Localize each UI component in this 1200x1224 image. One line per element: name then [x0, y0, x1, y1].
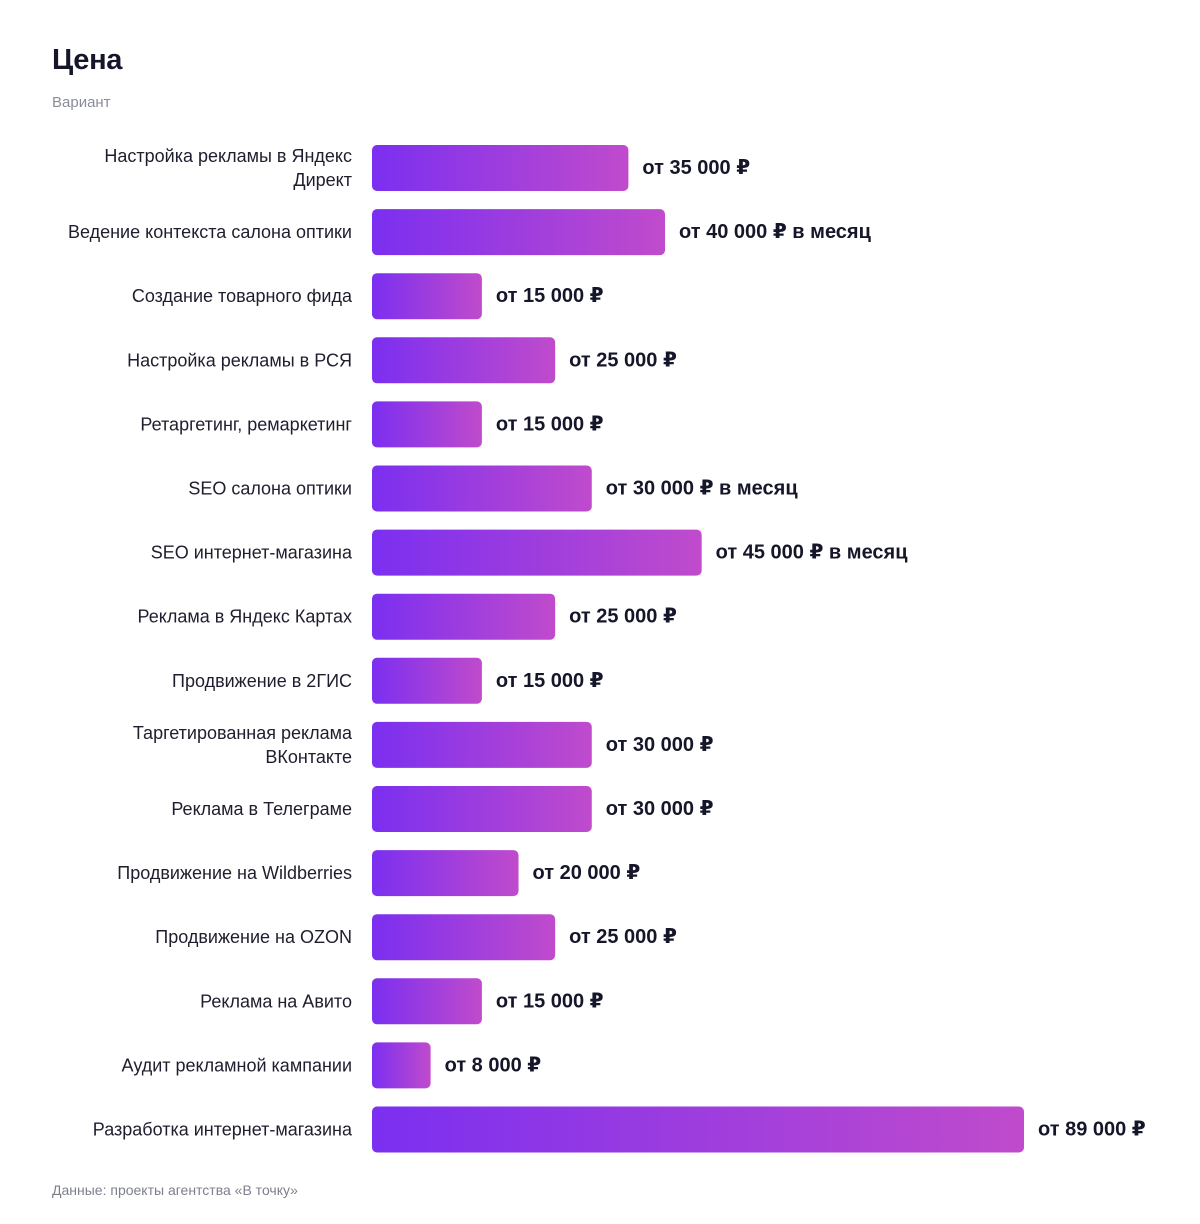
value-label: от 89 000 ₽: [1038, 1119, 1146, 1141]
category-label: Настройка рекламы в РСЯ: [127, 350, 352, 370]
value-label: от 25 000 ₽: [569, 606, 677, 628]
bar: [372, 786, 592, 832]
value-label: от 45 000 ₽ в месяц: [716, 542, 909, 564]
bar: [372, 465, 592, 512]
bar: [372, 978, 482, 1025]
bar: [372, 337, 556, 384]
bar: [372, 1042, 431, 1089]
category-label: Реклама в Яндекс Картах: [138, 607, 352, 627]
category-label: SEO салона оптики: [188, 479, 352, 499]
chart-title: Цена: [52, 44, 123, 76]
bars-group: Настройка рекламы в Яндекс Директ от 35 00…: [68, 145, 1146, 1153]
bar: [372, 850, 519, 897]
category-label: Ведение контекста салона оптики: [68, 222, 352, 242]
value-label: от 40 000 ₽ в месяц: [679, 221, 872, 243]
category-label: Продвижение на OZON: [155, 927, 352, 947]
chart-subtitle: Вариант: [52, 94, 111, 111]
value-label: от 15 000 ₽: [496, 990, 604, 1012]
category-label: Реклама в Телеграме: [171, 799, 352, 819]
value-label: от 15 000 ₽: [496, 285, 604, 307]
value-label: от 25 000 ₽: [569, 349, 677, 371]
category-label: Продвижение на Wildberries: [117, 863, 352, 883]
value-label: от 30 000 ₽: [606, 798, 714, 820]
bar: [372, 401, 482, 448]
category-label: Реклама на Авито: [200, 991, 352, 1011]
value-label: от 30 000 ₽: [606, 734, 714, 756]
value-label: от 8 000 ₽: [445, 1054, 542, 1076]
bar: [372, 914, 556, 961]
value-label: от 15 000 ₽: [496, 670, 604, 692]
bar: [372, 593, 556, 640]
bar: [372, 209, 666, 256]
category-label: Аудит рекламной кампании: [122, 1055, 352, 1075]
value-label: от 20 000 ₽: [533, 862, 641, 884]
bar: [372, 145, 629, 191]
bar: [372, 1106, 1024, 1153]
category-label: Создание товарного фида: [132, 286, 353, 306]
category-label: SEO интернет-магазина: [151, 543, 353, 563]
value-label: от 30 000 ₽ в месяц: [606, 478, 799, 500]
value-label: от 35 000 ₽: [642, 157, 750, 179]
bar: [372, 721, 592, 768]
value-label: от 15 000 ₽: [496, 413, 604, 435]
category-label: Настройка рекламы в Яндекс Директ: [104, 146, 352, 190]
category-label: Таргетированная реклама ВКонтакте: [133, 723, 353, 767]
data-source-note: Данные: проекты агентства «В точку»: [52, 1182, 298, 1198]
category-label: Продвижение в 2ГИС: [172, 671, 352, 691]
bar: [372, 529, 702, 576]
category-label: Разработка интернет-магазина: [93, 1120, 353, 1140]
category-label: Ретаргетинг, ремаркетинг: [140, 414, 352, 434]
bar: [372, 273, 482, 320]
bar: [372, 657, 482, 704]
value-label: от 25 000 ₽: [569, 926, 677, 948]
